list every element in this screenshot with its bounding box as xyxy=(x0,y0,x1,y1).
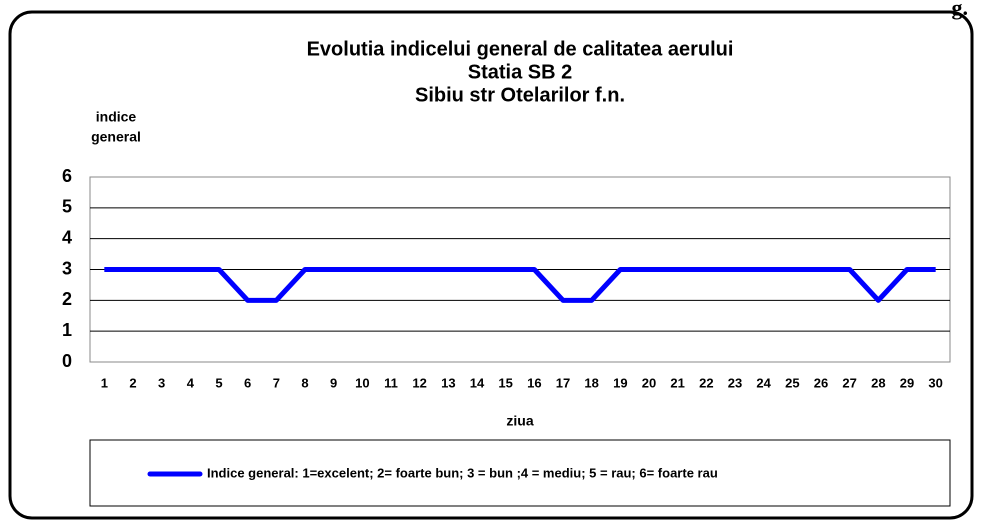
x-tick-label: 22 xyxy=(699,375,713,390)
y-tick-label: 6 xyxy=(62,166,72,186)
x-tick-label: 23 xyxy=(728,375,742,390)
y-tick-label: 4 xyxy=(62,227,72,247)
x-tick-label: 13 xyxy=(441,375,455,390)
chart-title: Evolutia indicelui general de calitatea … xyxy=(307,38,734,60)
y-tick-label: 2 xyxy=(62,289,72,309)
x-tick-label: 29 xyxy=(900,375,914,390)
x-axis-label: ziua xyxy=(506,413,533,429)
x-tick-label: 5 xyxy=(215,375,222,390)
x-tick-label: 30 xyxy=(928,375,942,390)
x-tick-label: 21 xyxy=(670,375,684,390)
x-tick-label: 1 xyxy=(101,375,108,390)
x-tick-label: 12 xyxy=(412,375,426,390)
x-tick-label: 15 xyxy=(498,375,512,390)
x-tick-label: 20 xyxy=(642,375,656,390)
x-tick-label: 7 xyxy=(273,375,280,390)
chart-title: Statia SB 2 xyxy=(468,61,572,83)
x-tick-label: 8 xyxy=(301,375,308,390)
x-tick-label: 26 xyxy=(814,375,828,390)
legend-box xyxy=(89,439,951,507)
x-tick-label: 18 xyxy=(584,375,598,390)
y-axis-label: indice xyxy=(96,109,137,125)
x-tick-label: 11 xyxy=(384,375,398,390)
chart-title: Sibiu str Otelarilor f.n. xyxy=(415,84,625,106)
x-tick-label: 9 xyxy=(330,375,337,390)
x-tick-label: 16 xyxy=(527,375,541,390)
x-tick-label: 24 xyxy=(756,375,771,390)
y-axis-label: general xyxy=(91,129,141,145)
x-tick-label: 19 xyxy=(613,375,627,390)
y-tick-label: 5 xyxy=(62,197,72,217)
y-tick-label: 0 xyxy=(62,351,72,371)
legend-label: Indice general: 1=excelent; 2= foarte bu… xyxy=(207,465,718,480)
x-tick-label: 2 xyxy=(129,375,136,390)
y-tick-label: 1 xyxy=(62,320,72,340)
y-tick-label: 3 xyxy=(62,258,72,278)
x-tick-label: 17 xyxy=(556,375,570,390)
corner-text: g. xyxy=(952,0,969,20)
x-tick-label: 10 xyxy=(355,375,369,390)
x-tick-label: 27 xyxy=(842,375,856,390)
x-tick-label: 4 xyxy=(187,375,195,390)
x-tick-label: 6 xyxy=(244,375,251,390)
data-line xyxy=(104,267,936,303)
x-tick-label: 28 xyxy=(871,375,885,390)
x-tick-label: 25 xyxy=(785,375,799,390)
x-tick-label: 14 xyxy=(470,375,485,390)
x-tick-label: 3 xyxy=(158,375,165,390)
